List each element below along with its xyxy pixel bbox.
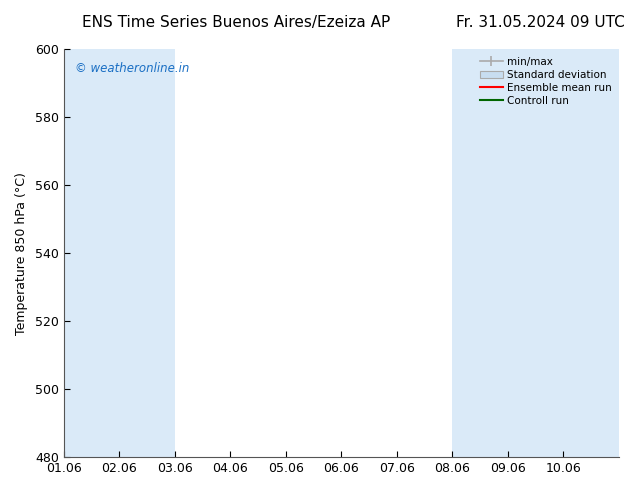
Bar [64, 49, 119, 457]
Legend: min/max, Standard deviation, Ensemble mean run, Controll run: min/max, Standard deviation, Ensemble me… [478, 54, 614, 108]
Text: ENS Time Series Buenos Aires/Ezeiza AP: ENS Time Series Buenos Aires/Ezeiza AP [82, 15, 391, 30]
Text: Fr. 31.05.2024 09 UTC: Fr. 31.05.2024 09 UTC [456, 15, 625, 30]
Bar [564, 49, 619, 457]
Y-axis label: Temperature 850 hPa (°C): Temperature 850 hPa (°C) [15, 172, 28, 335]
Bar [119, 49, 175, 457]
Text: © weatheronline.in: © weatheronline.in [75, 62, 190, 74]
Bar [453, 49, 508, 457]
Bar [508, 49, 564, 457]
